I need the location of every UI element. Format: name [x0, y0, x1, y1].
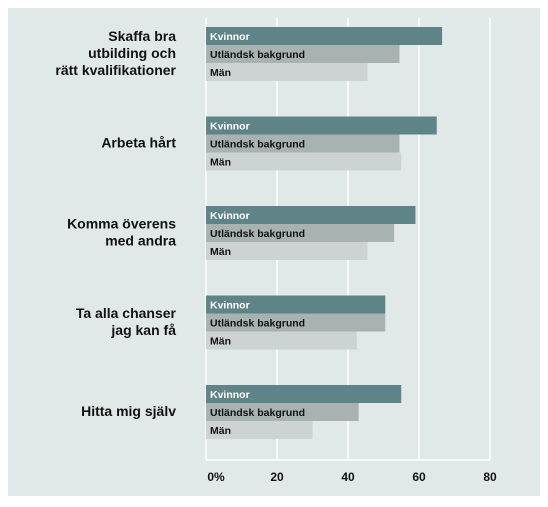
x-tick-label: 60: [412, 470, 426, 484]
bar: [206, 421, 313, 439]
bar-series-label: Kvinnor: [210, 120, 250, 132]
bar-series-label: Kvinnor: [210, 31, 250, 43]
bar: [206, 313, 386, 332]
bar-series-label: Utländsk bakgrund: [210, 317, 305, 329]
bar-series-label: Män: [210, 425, 231, 437]
bar-series-label: Män: [210, 246, 231, 258]
category-label: Hitta mig själv: [81, 403, 176, 419]
category-label-line: Komma överens: [67, 215, 176, 231]
x-tick-label: 20: [270, 470, 284, 484]
category-label: Ta alla chanser jag kan få: [76, 305, 177, 338]
bar: [206, 152, 402, 171]
category-label: Arbeta hårt: [101, 134, 176, 150]
bar: [206, 224, 395, 242]
bar-series-label: Kvinnor: [210, 210, 250, 222]
bar: [206, 403, 359, 421]
bar-series-label: Kvinnor: [210, 299, 250, 311]
bar-series-label: Män: [210, 67, 231, 79]
category-label-line: utbilding och: [88, 45, 176, 61]
bar-series-label: Kvinnor: [210, 389, 250, 401]
category-label-line: Hitta mig själv: [81, 403, 176, 419]
x-tick-label: 40: [341, 470, 355, 484]
bar-series-label: Män: [210, 156, 231, 168]
category-label: Skaffa bra utbilding och rätt kvalifikatio…: [55, 28, 176, 78]
bar: [206, 385, 402, 403]
category-label-line: Arbeta hårt: [101, 134, 176, 150]
category-label-line: jag kan få: [110, 322, 176, 338]
category-label-line: Ta alla chanser: [76, 305, 177, 321]
x-tick-label: 0%: [207, 470, 225, 484]
bar: [206, 45, 400, 63]
bar-series-label: Utländsk bakgrund: [210, 228, 305, 240]
bar-series-label: Utländsk bakgrund: [210, 138, 305, 150]
bar-series-label: Män: [210, 335, 231, 347]
bar: [206, 295, 386, 314]
bar-series-label: Utländsk bakgrund: [210, 49, 305, 61]
x-tick-label: 80: [483, 470, 497, 484]
bar: [206, 27, 443, 45]
bar-series-label: Utländsk bakgrund: [210, 407, 305, 419]
bar: [206, 134, 400, 153]
bar: [206, 63, 368, 81]
bar: [206, 242, 368, 260]
bar: [206, 116, 437, 135]
category-label-line: med andra: [105, 232, 176, 248]
category-label: Komma överens med andra: [67, 215, 176, 248]
category-label-line: Skaffa bra: [108, 28, 176, 44]
bar: [206, 206, 416, 224]
category-label-line: rätt kvalifikationer: [55, 62, 176, 78]
bar: [206, 331, 357, 350]
